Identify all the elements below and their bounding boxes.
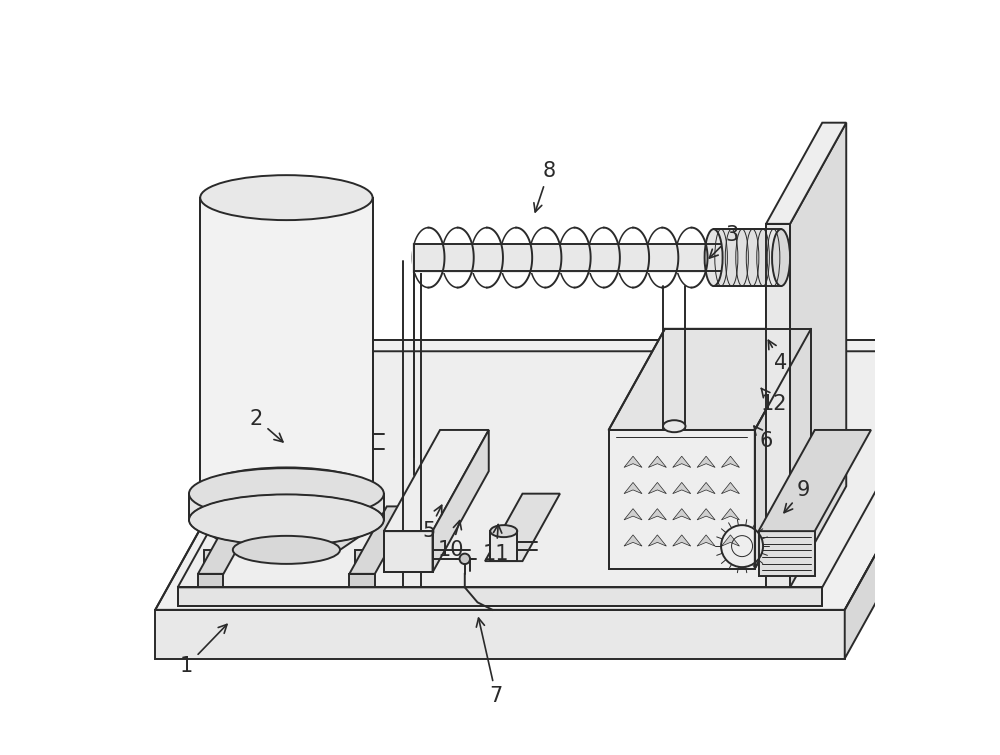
Polygon shape	[384, 531, 433, 572]
Polygon shape	[442, 242, 474, 273]
Polygon shape	[198, 574, 223, 587]
Polygon shape	[349, 507, 412, 574]
Text: 9: 9	[784, 480, 810, 513]
Polygon shape	[673, 456, 691, 467]
Ellipse shape	[772, 229, 790, 286]
Polygon shape	[673, 482, 691, 494]
Polygon shape	[714, 229, 781, 286]
Text: 1: 1	[180, 624, 227, 676]
Circle shape	[460, 553, 470, 564]
Polygon shape	[648, 509, 666, 520]
Polygon shape	[721, 535, 739, 546]
Polygon shape	[624, 535, 642, 546]
Polygon shape	[624, 482, 642, 494]
Ellipse shape	[233, 536, 340, 564]
Text: 12: 12	[760, 388, 787, 414]
Polygon shape	[721, 509, 739, 520]
Polygon shape	[609, 328, 811, 430]
Polygon shape	[759, 531, 815, 576]
Polygon shape	[355, 550, 369, 587]
Polygon shape	[178, 587, 822, 606]
Polygon shape	[490, 531, 517, 561]
Polygon shape	[155, 340, 995, 610]
Polygon shape	[697, 456, 715, 467]
Polygon shape	[617, 242, 649, 273]
Polygon shape	[697, 482, 715, 494]
Polygon shape	[500, 242, 532, 273]
Polygon shape	[697, 535, 715, 546]
Polygon shape	[721, 456, 739, 467]
Ellipse shape	[200, 467, 373, 513]
Polygon shape	[384, 430, 489, 531]
Polygon shape	[349, 574, 375, 587]
Ellipse shape	[663, 421, 685, 432]
Polygon shape	[198, 507, 261, 574]
Text: 8: 8	[534, 162, 555, 212]
Text: 5: 5	[422, 505, 442, 541]
Polygon shape	[609, 430, 755, 569]
Polygon shape	[755, 328, 811, 569]
Polygon shape	[673, 509, 691, 520]
Ellipse shape	[200, 175, 373, 220]
Polygon shape	[648, 456, 666, 467]
Polygon shape	[675, 242, 708, 273]
Polygon shape	[766, 123, 846, 224]
Text: 3: 3	[709, 225, 739, 258]
Polygon shape	[204, 550, 217, 587]
Polygon shape	[178, 351, 953, 587]
Polygon shape	[412, 242, 445, 273]
Polygon shape	[588, 242, 620, 273]
Text: 4: 4	[768, 341, 788, 372]
Polygon shape	[529, 242, 561, 273]
Ellipse shape	[705, 229, 723, 286]
Polygon shape	[721, 482, 739, 494]
Polygon shape	[433, 430, 489, 572]
Text: 7: 7	[476, 618, 503, 706]
Text: 10: 10	[438, 521, 465, 560]
Ellipse shape	[189, 468, 384, 519]
Ellipse shape	[189, 495, 384, 545]
Polygon shape	[624, 456, 642, 467]
Text: 2: 2	[250, 408, 283, 442]
Text: 6: 6	[754, 426, 773, 451]
Polygon shape	[471, 242, 503, 273]
Polygon shape	[648, 535, 666, 546]
Polygon shape	[624, 509, 642, 520]
Polygon shape	[766, 224, 790, 587]
Polygon shape	[646, 242, 678, 273]
Polygon shape	[845, 340, 995, 658]
Text: 11: 11	[483, 525, 510, 564]
Polygon shape	[673, 535, 691, 546]
Polygon shape	[558, 242, 591, 273]
Polygon shape	[648, 482, 666, 494]
Polygon shape	[200, 198, 373, 490]
Polygon shape	[189, 520, 384, 550]
Polygon shape	[790, 123, 846, 587]
Polygon shape	[155, 610, 845, 658]
Polygon shape	[697, 509, 715, 520]
Polygon shape	[485, 494, 560, 561]
Ellipse shape	[490, 525, 517, 537]
Polygon shape	[189, 494, 384, 520]
Polygon shape	[759, 430, 871, 531]
Polygon shape	[414, 244, 721, 271]
